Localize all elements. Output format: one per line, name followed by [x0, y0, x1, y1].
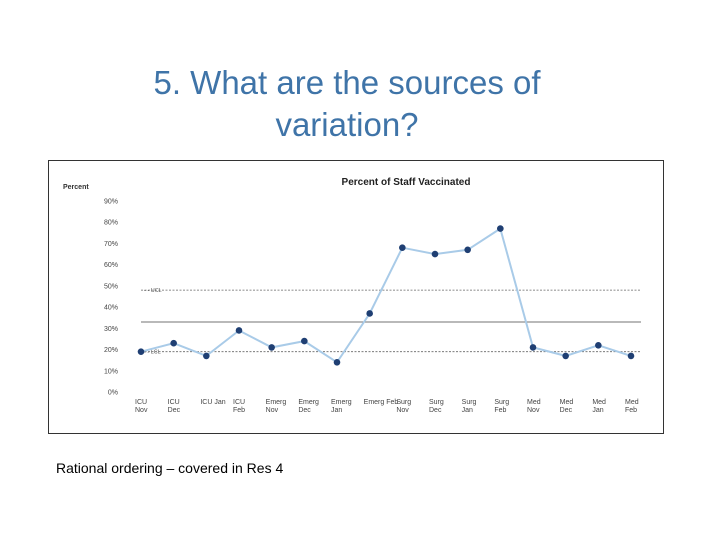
x-tick-label: Emerg Nov: [266, 399, 287, 414]
x-tick-label: Surg Jan: [462, 399, 477, 414]
data-point: [137, 348, 145, 355]
x-tick-label: Emerg Dec: [298, 399, 319, 414]
y-tick-label: 50%: [104, 283, 118, 290]
slide-title: 5. What are the sources of variation?: [0, 62, 694, 146]
x-tick-label: Surg Feb: [494, 399, 509, 414]
slide-caption: Rational ordering – covered in Res 4: [56, 460, 284, 476]
data-point: [301, 337, 308, 345]
data-point: [170, 339, 177, 347]
data-point: [366, 310, 373, 317]
data-point: [562, 352, 569, 360]
data-point: [497, 225, 504, 232]
chart-title: Percent of Staff Vaccinated: [342, 177, 471, 188]
data-point: [464, 246, 471, 254]
x-tick-label: Emerg Feb: [364, 399, 399, 406]
slide-title-line-1: 5. What are the sources of: [153, 64, 541, 101]
x-tick-label: Med Jan: [592, 399, 606, 414]
y-tick-label: 70%: [104, 241, 118, 248]
y-tick-label: 10%: [104, 368, 118, 375]
x-tick-label: ICU Dec: [168, 399, 181, 414]
data-point: [235, 327, 243, 334]
y-tick-label: 80%: [104, 220, 118, 227]
y-axis-title: Percent: [63, 184, 89, 191]
x-tick-label: Med Nov: [527, 399, 541, 414]
data-point: [203, 352, 210, 360]
x-tick-label: ICU Nov: [135, 399, 148, 414]
y-tick-label: 30%: [104, 326, 118, 333]
y-tick-label: 40%: [104, 305, 118, 312]
x-tick-label: Surg Dec: [429, 399, 444, 414]
y-tick-label: 90%: [104, 199, 118, 206]
chart-frame: Percent of Staff Vaccinated Percent 0% 10…: [48, 160, 664, 434]
slide-title-line-2: variation?: [275, 106, 419, 143]
vaccination-line-chart: Percent of Staff Vaccinated Percent 0% 10…: [63, 177, 641, 414]
x-tick-label: ICU Feb: [233, 399, 245, 414]
data-point: [399, 244, 406, 251]
x-tick-label: Emerg Jan: [331, 399, 352, 414]
x-tick-label: Med Feb: [625, 399, 639, 414]
data-point: [268, 344, 275, 351]
y-tick-label: 20%: [104, 347, 118, 354]
data-point: [333, 358, 341, 366]
data-point: [627, 352, 635, 360]
ucl-label: - - UCL: [144, 288, 162, 294]
y-tick-label: 60%: [104, 262, 118, 269]
y-tick-label: 0%: [108, 390, 118, 397]
series-line: [140, 227, 632, 364]
data-point: [431, 250, 439, 258]
lcl-label: - - LCL: [144, 350, 161, 356]
x-tick-label: Surg Nov: [396, 399, 411, 414]
x-tick-label: ICU Jan: [200, 399, 225, 406]
data-point: [529, 344, 537, 351]
data-point: [595, 342, 602, 349]
x-tick-label: Med Dec: [560, 399, 574, 414]
